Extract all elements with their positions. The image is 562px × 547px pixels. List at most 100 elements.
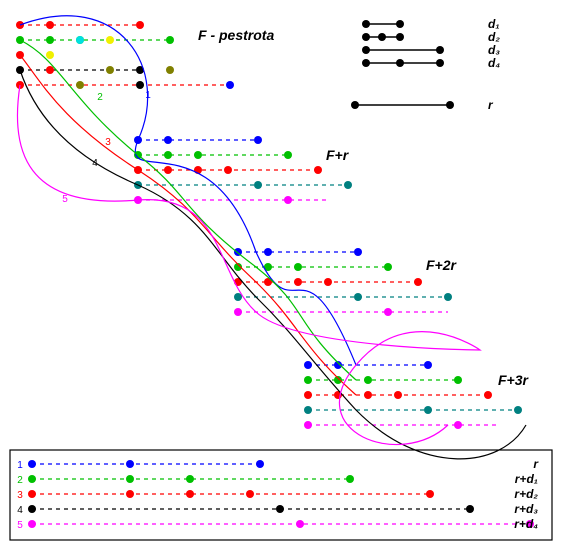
label: r+d₂: [514, 487, 538, 501]
label: F+r: [326, 147, 350, 163]
data-dot: [334, 376, 342, 384]
diagram-canvas: 12345F - pestrotaF+rF+2rF+3rd₁d₂d₃d₄r1r2…: [0, 0, 562, 547]
label: d₄: [488, 56, 500, 70]
data-dot: [136, 81, 144, 89]
data-dot: [28, 505, 36, 513]
data-dot: [484, 391, 492, 399]
label: 4: [92, 158, 98, 169]
data-dot: [166, 66, 174, 74]
data-dot: [324, 278, 332, 286]
data-dot: [224, 166, 232, 174]
data-dot: [186, 475, 194, 483]
data-dot: [106, 36, 114, 44]
label: r: [533, 457, 539, 471]
data-dot: [444, 293, 452, 301]
data-dot: [46, 51, 54, 59]
data-dot: [304, 376, 312, 384]
label: F+3r: [498, 372, 530, 388]
data-dot: [256, 460, 264, 468]
data-dot: [304, 421, 312, 429]
label: 5: [62, 194, 68, 205]
data-dot: [254, 136, 262, 144]
data-dot: [346, 475, 354, 483]
data-dot: [436, 46, 444, 54]
data-dot: [314, 166, 322, 174]
data-dot: [284, 151, 292, 159]
data-dot: [362, 46, 370, 54]
data-dot: [276, 505, 284, 513]
data-dot: [28, 475, 36, 483]
data-dot: [254, 181, 262, 189]
data-dot: [46, 66, 54, 74]
data-dot: [296, 520, 304, 528]
data-dot: [304, 406, 312, 414]
data-dot: [514, 406, 522, 414]
data-dot: [126, 490, 134, 498]
label: 3: [105, 137, 111, 148]
data-dot: [166, 36, 174, 44]
data-dot: [126, 460, 134, 468]
label: 2: [17, 475, 23, 486]
data-dot: [46, 21, 54, 29]
data-dot: [426, 490, 434, 498]
data-dot: [364, 391, 372, 399]
data-dot: [362, 20, 370, 28]
data-dot: [194, 151, 202, 159]
data-dot: [226, 81, 234, 89]
label: 5: [17, 520, 23, 531]
data-dot: [76, 81, 84, 89]
label: d₃: [488, 43, 500, 57]
label: 4: [17, 505, 23, 516]
data-dot: [466, 505, 474, 513]
label: 1: [17, 460, 23, 471]
data-dot: [396, 59, 404, 67]
data-dot: [284, 196, 292, 204]
label: F - pestrota: [198, 27, 274, 43]
data-dot: [164, 136, 172, 144]
data-dot: [384, 308, 392, 316]
data-dot: [304, 391, 312, 399]
data-dot: [246, 490, 254, 498]
data-dot: [76, 36, 84, 44]
data-dot: [351, 101, 359, 109]
data-dot: [164, 166, 172, 174]
data-dot: [28, 520, 36, 528]
data-dot: [362, 59, 370, 67]
data-dot: [454, 421, 462, 429]
label: r+d₁: [515, 472, 538, 486]
data-dot: [28, 460, 36, 468]
label: r: [488, 98, 494, 112]
data-dot: [424, 361, 432, 369]
data-dot: [446, 101, 454, 109]
label: d₁: [488, 17, 500, 31]
label: r+d₄: [514, 517, 538, 531]
label: r+d₃: [514, 502, 538, 516]
data-dot: [234, 308, 242, 316]
data-dot: [384, 263, 392, 271]
data-dot: [396, 20, 404, 28]
data-dot: [354, 293, 362, 301]
data-dot: [354, 248, 362, 256]
label: F+2r: [426, 257, 458, 273]
data-dot: [436, 59, 444, 67]
data-dot: [136, 21, 144, 29]
data-dot: [344, 181, 352, 189]
curve-3: [20, 55, 356, 395]
data-dot: [304, 361, 312, 369]
data-dot: [394, 391, 402, 399]
data-dot: [264, 248, 272, 256]
data-dot: [396, 33, 404, 41]
curve-5: [17, 85, 480, 445]
data-dot: [28, 490, 36, 498]
curve-1: [20, 16, 356, 365]
label: 3: [17, 490, 23, 501]
data-dot: [294, 278, 302, 286]
data-dot: [364, 376, 372, 384]
data-dot: [424, 406, 432, 414]
data-dot: [454, 376, 462, 384]
data-dot: [378, 33, 386, 41]
data-dot: [164, 151, 172, 159]
data-dot: [186, 490, 194, 498]
data-dot: [294, 263, 302, 271]
label: d₂: [488, 30, 500, 44]
